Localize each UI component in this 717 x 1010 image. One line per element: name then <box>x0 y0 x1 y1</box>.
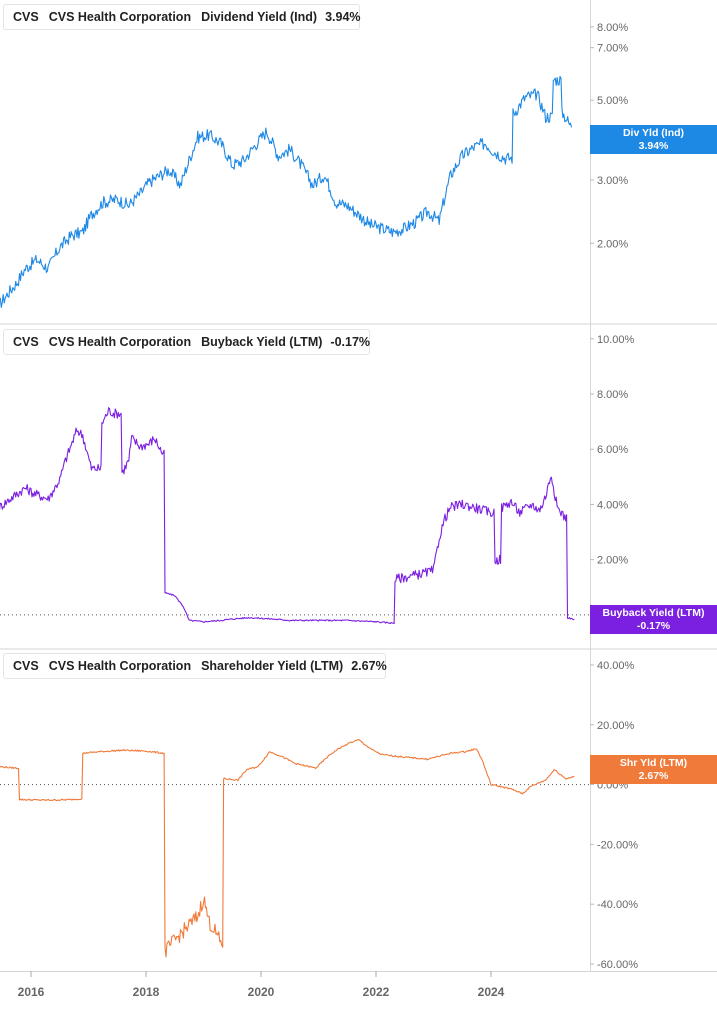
legend-company: CVS Health Corporation <box>48 335 192 349</box>
legend-shareholder-yield: CVS CVS Health Corporation Shareholder Y… <box>3 653 387 679</box>
legend-value: 3.94% <box>325 10 361 24</box>
y-tick-label: 6.00% <box>597 444 628 456</box>
y-tick-label: 3.00% <box>597 175 628 187</box>
legend-ticker: CVS <box>13 335 39 349</box>
y-tick-label: -40.00% <box>597 899 638 911</box>
series-line-buyback <box>0 407 575 625</box>
series-line-div <box>0 75 573 309</box>
value-tag-label: Div Yld (Ind) <box>622 127 685 139</box>
value-tag-label: Shr Yld (LTM) <box>619 757 688 769</box>
x-tick-label: 2016 <box>18 985 45 999</box>
legend-metric: Dividend Yield (Ind) <box>201 10 318 24</box>
legend-metric: Buyback Yield (LTM) <box>201 335 323 349</box>
legend-metric: Shareholder Yield (LTM) <box>201 659 344 673</box>
legend-value: 2.67% <box>351 659 387 673</box>
x-tick-label: 2020 <box>248 985 275 999</box>
legend-buyback-yield: CVS CVS Health Corporation Buyback Yield… <box>3 329 370 355</box>
y-tick-label: 8.00% <box>597 389 628 401</box>
legend-ticker: CVS <box>13 10 39 24</box>
y-tick-label: 4.00% <box>597 499 628 511</box>
y-tick-label: -60.00% <box>597 959 638 971</box>
y-tick-label: 2.00% <box>597 555 628 567</box>
y-tick-label: 40.00% <box>597 660 635 672</box>
value-tag-value: 3.94% <box>638 140 669 152</box>
y-tick-label: 7.00% <box>597 43 628 55</box>
y-tick-label: 20.00% <box>597 720 635 732</box>
value-tag-buyback-yield: Buyback Yield (LTM) -0.17% <box>590 605 717 634</box>
y-tick-label: 5.00% <box>597 95 628 107</box>
series-line-shareholder <box>0 738 575 958</box>
y-tick-label: -20.00% <box>597 839 638 851</box>
legend-value: -0.17% <box>330 335 371 349</box>
value-tag-label: Buyback Yield (LTM) <box>602 607 705 619</box>
value-tag-value: 2.67% <box>638 770 669 782</box>
x-tick-label: 2018 <box>133 985 160 999</box>
y-tick-label: 8.00% <box>597 22 628 34</box>
legend-company: CVS Health Corporation <box>48 659 192 673</box>
legend-company: CVS Health Corporation <box>48 10 192 24</box>
y-tick-label: 10.00% <box>597 334 635 346</box>
x-tick-label: 2022 <box>363 985 390 999</box>
x-tick-label: 2024 <box>478 985 505 999</box>
legend-dividend-yield: CVS CVS Health Corporation Dividend Yiel… <box>3 4 361 30</box>
value-tag-value: -0.17% <box>636 620 671 632</box>
y-tick-label: 2.00% <box>597 238 628 250</box>
value-tag-shareholder-yield: Shr Yld (LTM) 2.67% <box>590 755 717 784</box>
legend-ticker: CVS <box>13 659 39 673</box>
value-tag-dividend-yield: Div Yld (Ind) 3.94% <box>590 125 717 154</box>
